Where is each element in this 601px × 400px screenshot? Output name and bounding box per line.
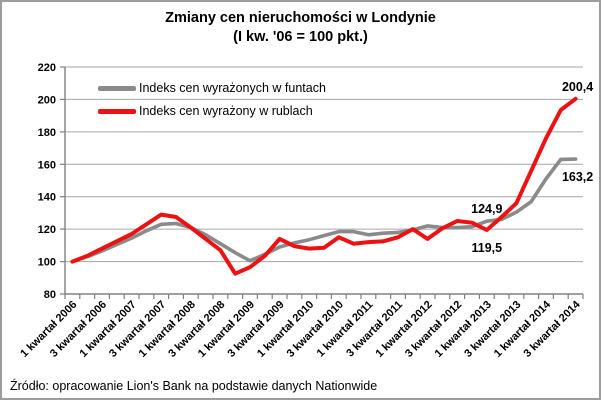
y-axis-tick-label: 80 [44, 289, 56, 301]
series-line-funty [70, 157, 578, 264]
legend-swatch-ruble-line-icon [98, 108, 136, 114]
y-axis-tick-label: 100 [38, 257, 56, 269]
legend-label-funty: Indeks cen wyrażonych w funtach [139, 81, 326, 95]
legend-swatch-funty-line-icon [98, 85, 136, 91]
data-label-ruble: 200,4 [562, 80, 593, 94]
legend: Indeks cen wyrażonych w funtach Indeks c… [98, 81, 326, 127]
y-axis-tick-label: 140 [38, 192, 56, 204]
chart-title-line2: (I kw. '06 = 100 pkt.) [233, 29, 368, 45]
y-axis-tick-label: 160 [38, 159, 56, 171]
source-note: Źródło: opracowanie Lion's Bank na podst… [10, 379, 378, 393]
y-axis-tick-label: 180 [38, 127, 56, 139]
chart-title: Zmiany cen nieruchomości w Londynie (I k… [2, 9, 599, 47]
y-axis-tick-label: 200 [38, 94, 56, 106]
legend-label-ruble: Indeks cen wyrażony w rublach [139, 104, 313, 118]
chart-title-line1: Zmiany cen nieruchomości w Londynie [165, 10, 436, 26]
legend-item-funty: Indeks cen wyrażonych w funtach [98, 81, 326, 95]
data-label-ruble: 119,5 [472, 241, 503, 255]
y-axis-tick-label: 220 [38, 62, 56, 74]
y-axis-tick-label: 120 [38, 224, 56, 236]
data-label-funty: 163,2 [562, 170, 593, 184]
legend-item-ruble: Indeks cen wyrażony w rublach [98, 104, 326, 118]
data-label-funty: 124,9 [471, 202, 502, 216]
series-line-ruble [70, 96, 578, 276]
